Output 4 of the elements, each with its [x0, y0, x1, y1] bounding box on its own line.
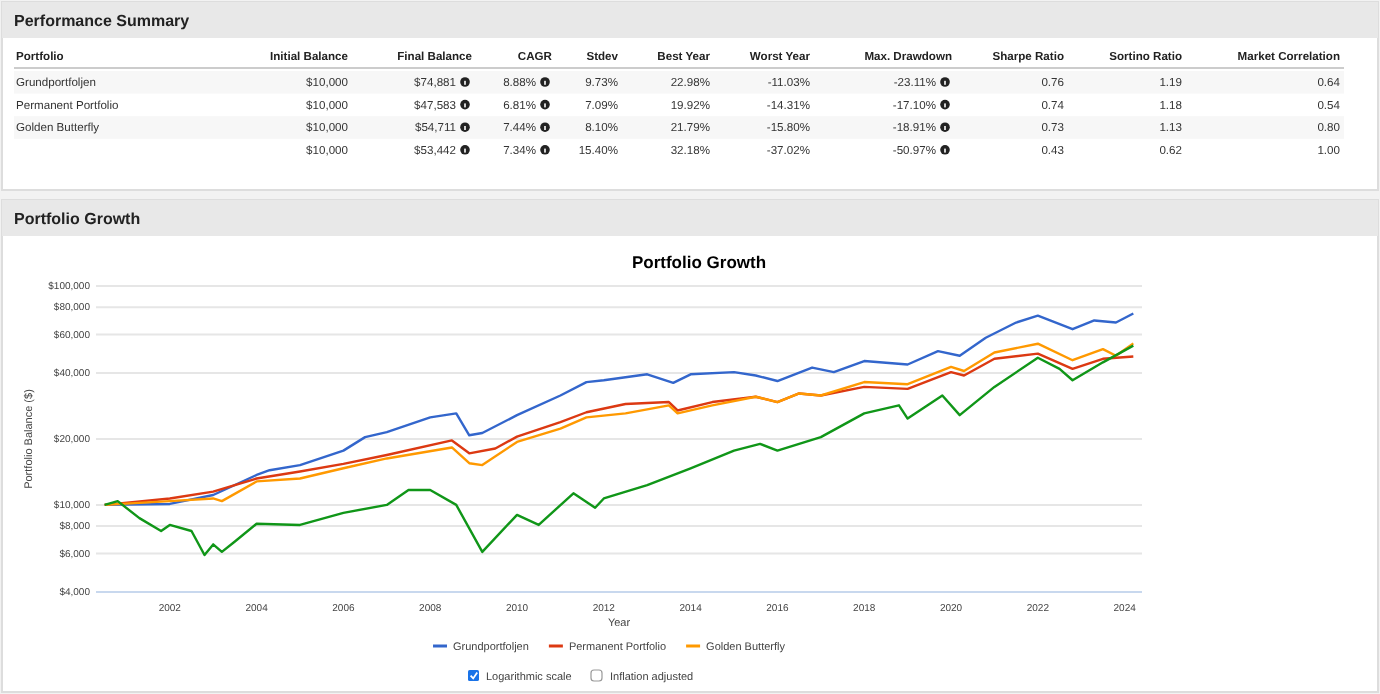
text: Portfolio Growth [14, 210, 141, 228]
text: Performance Summary [14, 12, 191, 30]
line-series [103, 344, 1135, 557]
chart-title: Portfolio Growth [631, 252, 767, 272]
